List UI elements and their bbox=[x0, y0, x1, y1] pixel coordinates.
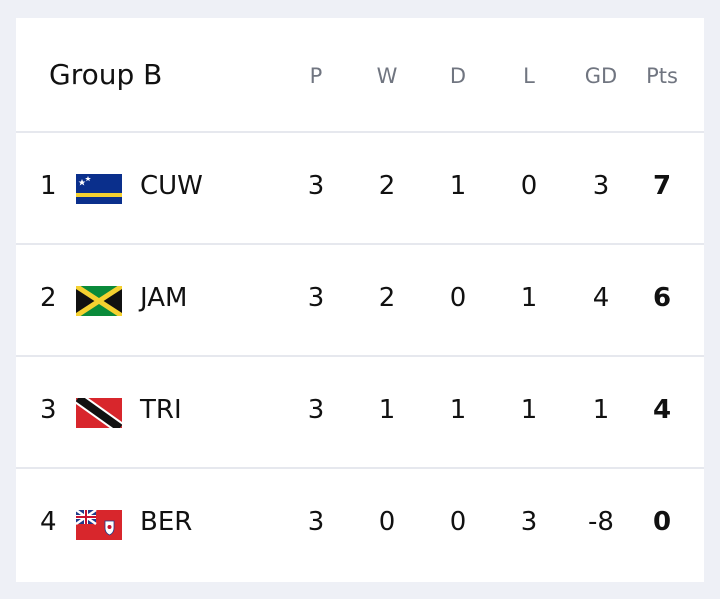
column-header: Pts bbox=[646, 64, 678, 88]
stat-cell: 3 bbox=[520, 507, 538, 537]
group-title: Group B bbox=[49, 58, 163, 91]
stat-cell: 0 bbox=[378, 507, 396, 537]
stat-cell: 1 bbox=[378, 395, 396, 425]
stat-cell: 3 bbox=[307, 171, 325, 201]
standings-card: Group B P W D L GD Pts 1 CUW 3 2 1 0 3 7 2 JAM 3 2 0 1 4 6 3 T… bbox=[16, 18, 704, 582]
stat-cell: 0 bbox=[520, 171, 538, 201]
team-row: 3 TRI 3 1 1 1 1 4 bbox=[16, 357, 704, 469]
column-header: GD bbox=[584, 64, 618, 88]
stat-cell: 0 bbox=[449, 283, 467, 313]
rank: 3 bbox=[40, 395, 57, 425]
stat-cell: 1 bbox=[592, 395, 610, 425]
stat-cell: 1 bbox=[449, 395, 467, 425]
team-flag bbox=[76, 174, 122, 204]
team-flag bbox=[76, 398, 122, 428]
stat-cell: 6 bbox=[652, 283, 672, 313]
stat-cell: 2 bbox=[378, 171, 396, 201]
column-header: W bbox=[376, 64, 398, 88]
stat-cell: 4 bbox=[592, 283, 610, 313]
column-header: D bbox=[449, 64, 467, 88]
team-flag bbox=[76, 510, 122, 540]
team-flag bbox=[76, 286, 122, 316]
team-name: CUW bbox=[140, 171, 203, 201]
stat-cell: 1 bbox=[520, 283, 538, 313]
team-name: BER bbox=[140, 507, 193, 537]
stat-cell: 3 bbox=[592, 171, 610, 201]
team-name: TRI bbox=[140, 395, 182, 425]
header-row: Group B P W D L GD Pts bbox=[16, 18, 704, 133]
stat-cell: 3 bbox=[307, 395, 325, 425]
stat-cell: 1 bbox=[449, 171, 467, 201]
rank: 1 bbox=[40, 171, 57, 201]
stat-cell: 7 bbox=[652, 171, 672, 201]
rank: 4 bbox=[40, 507, 57, 537]
stat-cell: 4 bbox=[652, 395, 672, 425]
stat-cell: -8 bbox=[588, 507, 614, 537]
rank: 2 bbox=[40, 283, 57, 313]
stat-cell: 1 bbox=[520, 395, 538, 425]
stat-cell: 2 bbox=[378, 283, 396, 313]
column-header: P bbox=[309, 64, 323, 88]
stat-cell: 0 bbox=[652, 507, 672, 537]
team-row: 1 CUW 3 2 1 0 3 7 bbox=[16, 133, 704, 245]
stat-cell: 3 bbox=[307, 283, 325, 313]
column-header: L bbox=[523, 64, 535, 88]
team-row: 2 JAM 3 2 0 1 4 6 bbox=[16, 245, 704, 357]
stat-cell: 0 bbox=[449, 507, 467, 537]
team-row: 4 BER 3 0 0 3 -8 0 bbox=[16, 469, 704, 581]
team-name: JAM bbox=[140, 283, 188, 313]
stat-cell: 3 bbox=[307, 507, 325, 537]
